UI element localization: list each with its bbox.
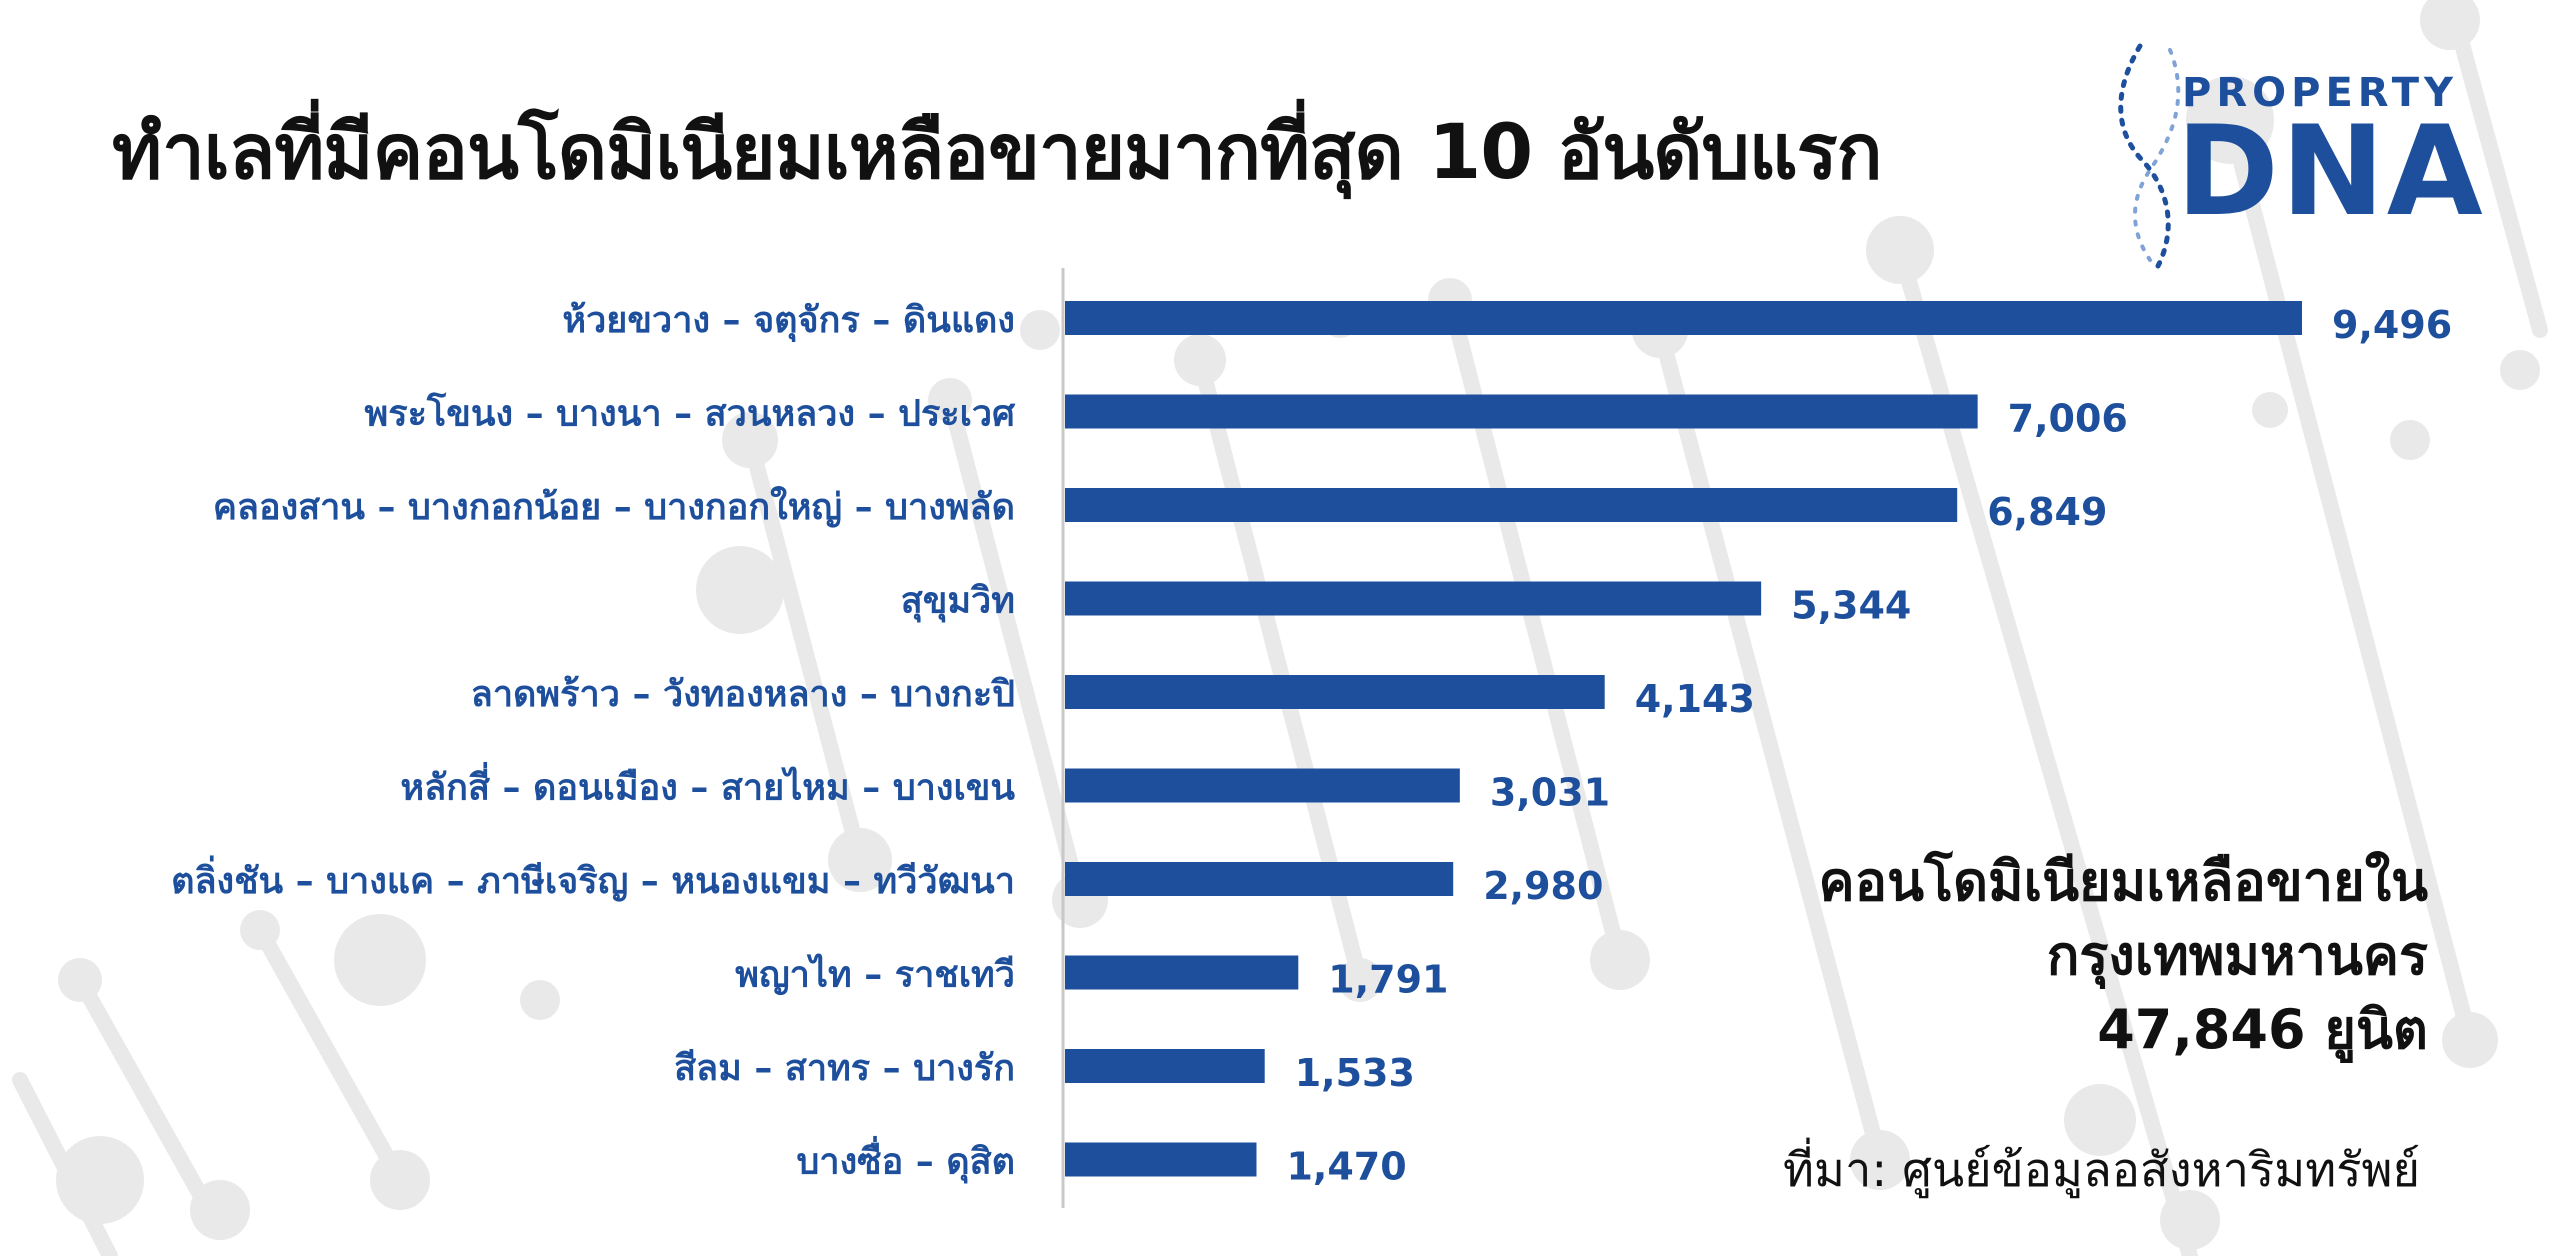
logo-main-text: DNA [2176,100,2485,244]
value-label: 5,344 [1791,584,1911,628]
category-label: พญาไท – ราชเทวี [735,953,1015,996]
source-note: ที่มา: ศูนย์ข้อมูลอสังหาริมทรัพย์ [1783,1143,2420,1198]
category-label: ห้วยขวาง – จตุจักร – ดินแดง [562,300,1015,343]
bar [1065,301,2302,335]
bar [1065,488,1958,522]
value-label: 9,496 [2332,303,2452,347]
summary-line-1: คอนโดมิเนียมเหลือขายใน [1818,850,2428,913]
value-label: 2,980 [1483,864,1603,908]
bar [1065,1142,1257,1177]
logo-top-text: PROPERTY [2182,70,2459,116]
bar [1065,768,1460,803]
summary-line-2: กรุงเทพมหานคร [2046,924,2428,987]
dna-helix-icon [2118,43,2181,269]
category-label: หลักสี่ – ดอนเมือง – สายไหม – บางเขน [400,762,1015,809]
bar [1065,955,1299,990]
value-label: 1,791 [1328,958,1448,1002]
bar [1065,862,1454,896]
summary-block: คอนโดมิเนียมเหลือขายใน กรุงเทพมหานคร 47,… [1819,845,2428,1067]
category-label: ตลิ่งชัน – บางแค – ภาษีเจริญ – หนองแขม –… [171,855,1015,902]
value-label: 7,006 [2008,397,2128,441]
bar [1065,581,1762,616]
property-dna-logo: PROPERTY DNA [2110,40,2530,270]
category-label: คลองสาน – บางกอกน้อย – บางกอกใหญ่ – บางพ… [213,485,1015,528]
category-label: สีลม – สาทร – บางรัก [674,1048,1015,1089]
category-label: บางซื่อ – ดุสิต [797,1136,1016,1185]
bar [1065,675,1605,709]
category-label: ลาดพร้าว – วังทองหลาง – บางกะปิ [471,674,1015,715]
value-label: 1,533 [1295,1051,1415,1095]
value-label: 6,849 [1987,490,2107,534]
category-label: สุขุมวิท [901,581,1015,624]
bar [1065,394,1978,429]
value-label: 3,031 [1490,771,1610,815]
value-label: 1,470 [1286,1145,1406,1189]
category-label: พระโขนง – บางนา – สวนหลวง – ประเวศ [365,392,1017,435]
page-title: ทำเลที่มีคอนโดมิเนียมเหลือขายมากที่สุด 1… [112,107,1883,196]
bar [1065,1049,1265,1083]
value-label: 4,143 [1635,677,1755,721]
summary-line-3: 47,846 ยูนิต [2097,998,2428,1061]
